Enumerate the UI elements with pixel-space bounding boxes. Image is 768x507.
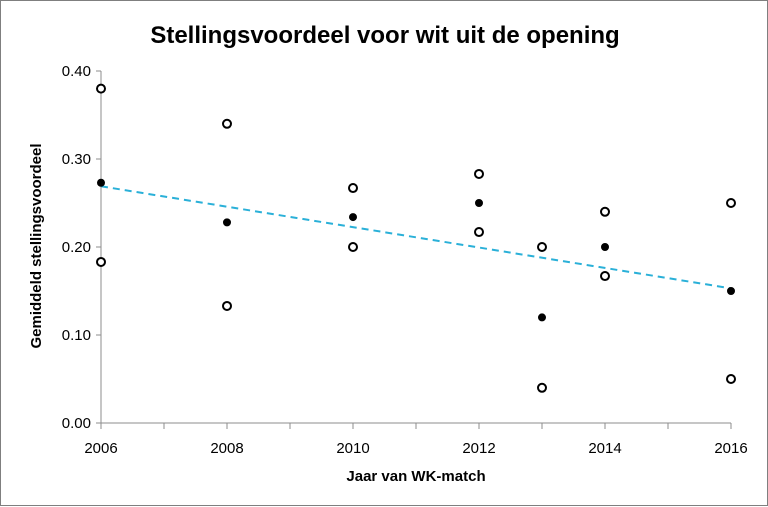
data-point-open [474, 168, 484, 179]
y-tick-label: 0.10 [62, 327, 91, 344]
data-point-filled [601, 243, 609, 251]
chart-title: Stellingsvoordeel voor wit uit de openin… [150, 22, 619, 49]
x-axis-title: Jaar van WK-match [346, 468, 485, 485]
trendline [100, 185, 732, 290]
x-tick-label: 2014 [588, 440, 621, 457]
data-point-open [348, 183, 358, 194]
data-point-open [222, 118, 232, 129]
data-point-open [600, 206, 610, 217]
y-tick-label: 0.20 [62, 239, 91, 256]
y-axis-title: Gemiddeld stellingsvoordeel [28, 143, 45, 348]
data-point-open [726, 374, 736, 384]
x-tick-label: 2008 [210, 440, 243, 457]
y-tick-label: 0.40 [62, 63, 91, 80]
y-tick-label: 0.00 [62, 415, 91, 432]
data-point-open [222, 300, 232, 311]
data-point-filled [475, 199, 483, 207]
data-point-open [348, 242, 358, 252]
x-tick-label: 2016 [714, 440, 747, 457]
data-point-filled [538, 313, 546, 322]
y-tick-label: 0.30 [62, 151, 91, 168]
x-tick-label: 2006 [84, 440, 117, 457]
data-point-filled [223, 218, 231, 227]
axes: 0.00 0.10 0.20 0.30 0.40 2006 2008 2010 2012 2014… [62, 63, 748, 457]
data-point-filled [349, 213, 357, 222]
data-point-open [96, 83, 106, 94]
data-point-open [600, 271, 610, 282]
data-points-layer [96, 83, 736, 393]
x-tick-label: 2012 [462, 440, 495, 457]
data-point-open [96, 256, 106, 267]
x-tick-label: 2010 [336, 440, 369, 457]
data-point-open [537, 242, 547, 252]
trendline-layer [100, 185, 732, 290]
data-point-filled [97, 178, 105, 187]
data-point-open [726, 198, 736, 208]
data-point-open [474, 227, 484, 238]
data-point-open [537, 382, 547, 393]
data-point-filled [727, 287, 735, 295]
